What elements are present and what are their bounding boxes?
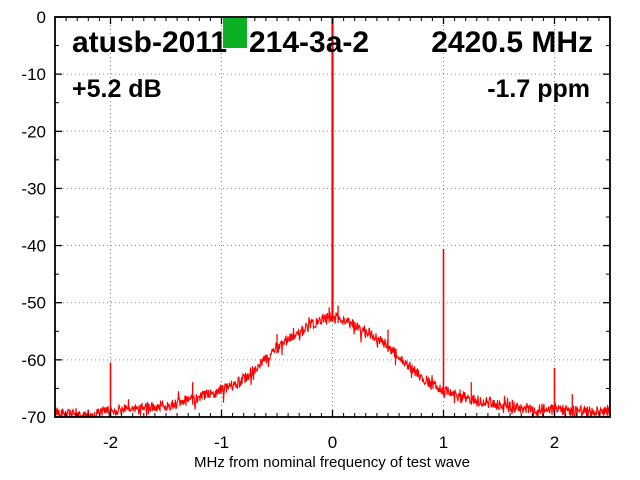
y-tick-label: -40 xyxy=(21,237,46,256)
y-tick-label: -60 xyxy=(21,351,46,370)
ppm-offset-label: -1.7 ppm xyxy=(487,75,590,103)
x-axis-label: MHz from nominal frequency of test wave xyxy=(194,454,470,471)
y-tick-label: -70 xyxy=(21,408,46,427)
y-tick-label: -20 xyxy=(21,122,46,141)
green-highlight-marker-icon xyxy=(223,18,247,48)
x-tick-label: 2 xyxy=(550,433,559,452)
x-tick-label: -1 xyxy=(214,433,229,452)
x-tick-label: 1 xyxy=(439,433,448,452)
plot-title-left: atusb-2011 xyxy=(72,26,228,59)
gain-offset-label: +5.2 dB xyxy=(72,75,162,103)
x-tick-label: -2 xyxy=(103,433,118,452)
y-tick-label: -10 xyxy=(21,65,46,84)
y-tick-label: -30 xyxy=(21,179,46,198)
center-frequency-label: 2420.5 MHz xyxy=(431,26,593,59)
x-tick-label: 0 xyxy=(328,433,337,452)
plot-title-right: 214-3a-2 xyxy=(249,26,370,59)
y-tick-label: 0 xyxy=(37,8,46,27)
y-tick-label: -50 xyxy=(21,294,46,313)
